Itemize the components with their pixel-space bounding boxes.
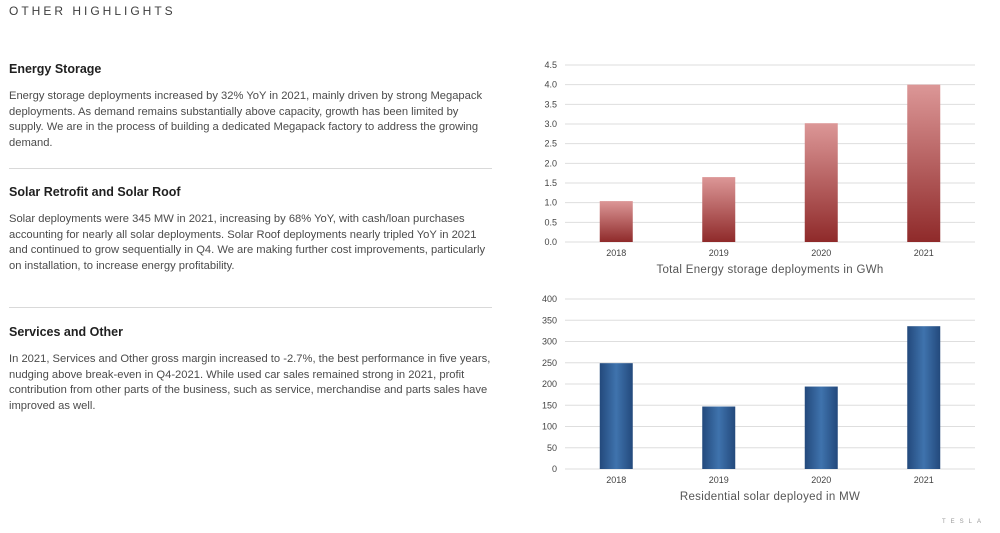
section-divider (9, 307, 492, 308)
section-title: Energy Storage (9, 62, 102, 76)
solar-chart-y-tick-label: 300 (542, 337, 557, 347)
energy-chart-y-tick-label: 1.0 (544, 198, 557, 208)
solar-chart-bar-2018 (599, 363, 633, 469)
energy-storage-chart-svg: 0.0 0.5 1.0 1.5 2.0 2.5 3.0 3.5 4.0 4.5 2018 2019 20… (544, 60, 975, 276)
energy-chart-bar-2021 (907, 84, 941, 243)
solar-chart-y-tick-label: 350 (542, 315, 557, 325)
solar-chart-y-tick-label: 100 (542, 422, 557, 432)
energy-chart-x-tick-label: 2018 (606, 248, 626, 258)
energy-chart-x-tick-label: 2021 (914, 248, 934, 258)
section-body: Energy storage deployments increased by … (9, 90, 483, 149)
energy-chart-title: Total Energy storage deployments in GWh (656, 264, 883, 276)
section-body: In 2021, Services and Other gross margin… (9, 353, 491, 412)
section-divider (9, 168, 492, 169)
residential-solar-chart: 0 50 100 150 200 250 300 350 400 2018 2019 2020 2021… (530, 290, 980, 510)
energy-chart-y-tick-label: 4.0 (544, 80, 557, 90)
solar-chart-x-tick-label: 2019 (709, 475, 729, 485)
energy-storage-chart: 0.0 0.5 1.0 1.5 2.0 2.5 3.0 3.5 4.0 4.5 2018 2019 20… (530, 55, 980, 280)
residential-solar-chart-svg: 0 50 100 150 200 250 300 350 400 2018 2019 2020 2021… (542, 294, 975, 503)
solar-chart-x-tick-label: 2021 (914, 475, 934, 485)
solar-chart-title: Residential solar deployed in MW (680, 491, 860, 503)
solar-chart-y-tick-label: 0 (552, 464, 557, 474)
energy-chart-y-tick-label: 0.0 (544, 237, 557, 247)
energy-chart-y-tick-label: 1.5 (544, 178, 557, 188)
solar-chart-x-tick-label: 2020 (811, 475, 831, 485)
energy-chart-bar-2020 (804, 123, 838, 242)
energy-chart-y-tick-label: 2.0 (544, 158, 557, 168)
solar-chart-y-tick-label: 50 (547, 443, 557, 453)
energy-chart-bar-2019 (702, 177, 736, 242)
solar-section: Solar Retrofit and Solar Roof Solar depl… (9, 185, 492, 274)
solar-chart-y-tick-label: 250 (542, 358, 557, 368)
solar-chart-bar-2020 (804, 386, 838, 469)
solar-chart-y-tick-label: 400 (542, 294, 557, 304)
energy-chart-x-tick-label: 2019 (709, 248, 729, 258)
solar-chart-y-tick-label: 200 (542, 379, 557, 389)
energy-storage-section: Energy Storage Energy storage deployment… (9, 62, 492, 151)
solar-chart-x-tick-label: 2018 (606, 475, 626, 485)
energy-chart-x-tick-label: 2020 (811, 248, 831, 258)
services-section: Services and Other In 2021, Services and… (9, 325, 492, 414)
tesla-logo: TESLA (941, 519, 986, 525)
solar-chart-bar-2019 (702, 406, 736, 469)
energy-chart-y-tick-label: 3.0 (544, 119, 557, 129)
energy-chart-y-tick-label: 3.5 (544, 99, 557, 109)
energy-chart-y-tick-label: 2.5 (544, 139, 557, 149)
energy-chart-y-tick-label: 0.5 (544, 217, 557, 227)
energy-chart-bar-2018 (599, 201, 633, 242)
section-title: Solar Retrofit and Solar Roof (9, 185, 181, 199)
energy-chart-y-tick-label: 4.5 (544, 60, 557, 70)
section-title: Services and Other (9, 325, 123, 339)
section-body: Solar deployments were 345 MW in 2021, i… (9, 213, 486, 272)
solar-chart-y-tick-label: 150 (542, 400, 557, 410)
solar-chart-bar-2021 (907, 326, 941, 469)
page-heading: OTHER HIGHLIGHTS (9, 4, 176, 18)
